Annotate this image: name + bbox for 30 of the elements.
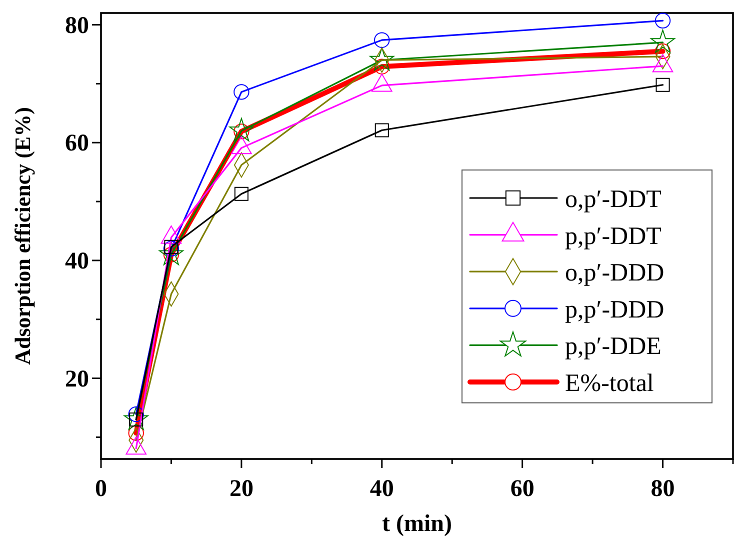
- x-tick-label: 80: [650, 476, 675, 502]
- legend-label: o,p′-DDT: [565, 186, 662, 213]
- point: [654, 43, 671, 60]
- x-tick-label: 40: [370, 476, 394, 502]
- point: [159, 242, 184, 266]
- y-tick-label: 20: [65, 366, 89, 392]
- legend-label: p,p′-DDD: [565, 296, 664, 324]
- legend-label: o,p′-DDD: [565, 260, 664, 287]
- point: [374, 32, 390, 48]
- x-tick-label: 0: [95, 476, 107, 502]
- legend-label: E%-total: [565, 370, 654, 397]
- point: [654, 12, 671, 28]
- legend-label: p,p′-DDT: [565, 222, 662, 250]
- x-tick-label: 60: [510, 476, 534, 502]
- point: [128, 425, 144, 441]
- legend-label: p,p′-DDE: [565, 333, 662, 360]
- point: [374, 123, 389, 138]
- y-axis-title: Adsorption efficiency (E%): [10, 107, 35, 365]
- point: [234, 84, 250, 100]
- y-tick-label: 40: [65, 248, 89, 274]
- y-tick-label: 80: [65, 12, 89, 39]
- point: [229, 118, 254, 142]
- point: [370, 47, 394, 71]
- point: [124, 406, 148, 430]
- x-axis-title: t (min): [382, 511, 452, 537]
- y-tick-label: 60: [65, 130, 89, 157]
- point: [650, 30, 675, 53]
- x-tick-label: 20: [229, 476, 254, 502]
- point: [656, 78, 670, 92]
- point: [234, 186, 248, 201]
